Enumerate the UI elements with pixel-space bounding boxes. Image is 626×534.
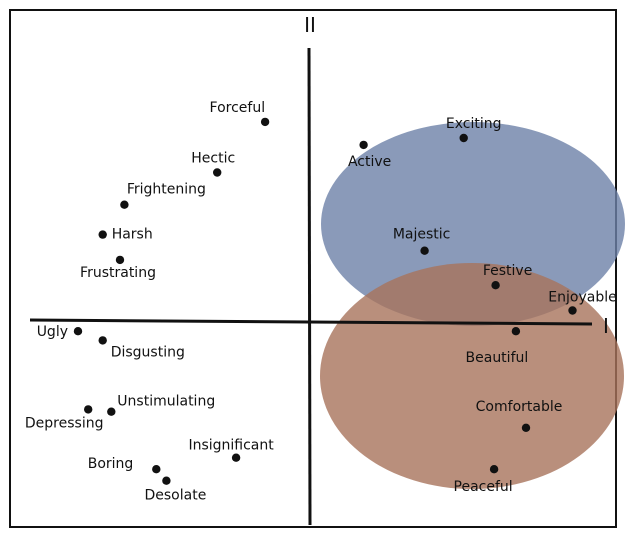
point-frustrating — [115, 255, 125, 265]
point-label-comfortable: Comfortable — [476, 399, 563, 415]
point-frightening — [120, 200, 129, 209]
point-exciting — [459, 133, 468, 143]
point-unstimulating — [107, 407, 116, 416]
point-label-ugly: Ugly — [37, 324, 68, 340]
vertical-axis — [307, 47, 312, 526]
point-label-beautiful: Beautiful — [466, 350, 529, 366]
point-majestic — [420, 246, 429, 255]
point-label-insignificant: Insignificant — [188, 438, 274, 454]
point-peaceful — [489, 465, 499, 474]
diagram-border — [9, 9, 617, 528]
point-disgusting — [98, 336, 107, 345]
point-label-desolate: Desolate — [144, 488, 206, 504]
point-label-peaceful: Peaceful — [454, 479, 513, 495]
point-ugly — [73, 327, 83, 336]
point-boring — [152, 465, 161, 474]
point-festive — [491, 281, 500, 290]
point-comfortable — [521, 423, 531, 432]
point-hectic — [213, 168, 222, 177]
point-forceful — [260, 117, 270, 127]
point-label-frightening: Frightening — [127, 182, 206, 198]
horizontal-axis-label: I — [603, 314, 609, 338]
point-label-enjoyable: Enjoyable — [548, 290, 616, 306]
vertical-axis-label: II — [304, 13, 316, 37]
point-label-majestic: Majestic — [393, 227, 451, 243]
point-depressing — [84, 405, 93, 414]
point-enjoyable — [568, 306, 577, 315]
point-label-unstimulating: Unstimulating — [117, 394, 215, 410]
point-active — [359, 140, 368, 150]
point-desolate — [162, 476, 171, 485]
point-label-forceful: Forceful — [210, 100, 266, 116]
point-label-exciting: Exciting — [446, 116, 502, 132]
point-label-festive: Festive — [483, 263, 532, 279]
points-layer: Forceful Hectic Frightening Harsh Frustratin… — [25, 100, 617, 504]
upper-right-ellipse — [321, 122, 625, 326]
point-label-harsh: Harsh — [112, 227, 153, 243]
point-label-depressing: Depressing — [25, 415, 104, 431]
point-label-frustrating: Frustrating — [80, 265, 156, 281]
point-label-active: Active — [348, 154, 391, 170]
lower-right-ellipse — [320, 263, 624, 489]
point-label-boring: Boring — [88, 456, 134, 472]
point-label-hectic: Hectic — [191, 151, 235, 167]
point-harsh — [98, 230, 107, 239]
point-label-disgusting: Disgusting — [111, 344, 185, 360]
point-insignificant — [231, 453, 241, 462]
point-beautiful — [511, 327, 521, 336]
